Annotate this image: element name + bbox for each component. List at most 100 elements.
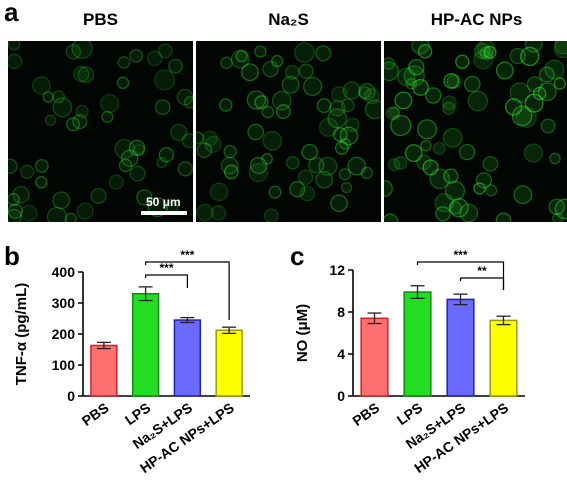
cell: [394, 91, 413, 110]
cell: [342, 81, 361, 100]
cell: [308, 156, 325, 174]
cell: [537, 82, 557, 102]
cell: [340, 181, 353, 194]
cell: [170, 123, 188, 142]
cell: [254, 95, 269, 110]
cell: [285, 156, 300, 170]
scale-bar: [141, 211, 187, 215]
cell: [262, 130, 283, 151]
cell: [520, 46, 540, 67]
y-tick-label: 8: [337, 304, 345, 320]
y-tick-label: 100: [52, 357, 76, 373]
cell: [524, 93, 544, 113]
cell: [117, 56, 131, 69]
cell: [526, 76, 543, 93]
cell: [240, 63, 259, 82]
x-tick-label: LPS: [394, 399, 425, 428]
cell: [429, 168, 451, 190]
cell: [302, 76, 323, 97]
significance-label: **: [477, 264, 487, 278]
cell: [329, 99, 346, 117]
cell: [268, 185, 282, 199]
cell: [72, 114, 88, 130]
cell: [154, 69, 176, 91]
cell: [467, 90, 489, 112]
cell: [485, 184, 498, 197]
cell: [52, 97, 73, 118]
cell: [158, 147, 175, 163]
cell: [483, 45, 497, 59]
cell: [504, 98, 523, 116]
cell: [449, 198, 469, 218]
cell: [363, 87, 381, 105]
cell: [271, 54, 284, 68]
cell: [114, 138, 135, 160]
cell: [181, 133, 193, 149]
cell: [156, 156, 168, 169]
cell: [248, 162, 269, 183]
cell: [339, 137, 352, 150]
bar: [446, 298, 475, 397]
cell: [8, 208, 22, 222]
cell: [44, 114, 57, 127]
micrograph-title-na2s: Na₂S: [268, 10, 309, 29]
cell: [220, 156, 239, 175]
cell: [75, 104, 89, 119]
cell: [358, 82, 376, 101]
cell: [209, 182, 229, 202]
cell: [129, 49, 143, 63]
cell: [90, 187, 107, 204]
cell: [196, 142, 213, 159]
cell: [32, 76, 51, 95]
cell: [201, 130, 218, 147]
cell: [554, 41, 567, 55]
cell: [345, 117, 360, 133]
cell: [482, 155, 499, 172]
cell: [513, 185, 533, 205]
cell: [8, 203, 23, 219]
cell: [511, 105, 533, 127]
x-tick-label: PBS: [79, 399, 112, 429]
cell: [442, 127, 463, 148]
cell: [441, 95, 457, 111]
cell: [65, 43, 82, 60]
cell: [397, 67, 416, 87]
y-tick-label: 4: [337, 346, 345, 362]
cell: [101, 110, 114, 123]
cell: [157, 43, 173, 59]
significance-bracket: [145, 274, 188, 288]
y-tick-label: 400: [52, 264, 76, 280]
cell: [340, 98, 355, 113]
cell: [509, 82, 531, 104]
cell: [66, 117, 81, 132]
significance-label: ***: [159, 261, 173, 275]
y-tick-label: 12: [329, 262, 345, 278]
cell: [230, 49, 250, 69]
cell: [384, 213, 399, 222]
cell: [20, 164, 35, 179]
cell: [176, 88, 193, 106]
cell: [553, 41, 567, 59]
cell: [417, 119, 438, 140]
cell: [532, 86, 547, 101]
cell: [210, 205, 227, 221]
cell: [393, 156, 408, 170]
micrograph-pbs: 50 μm: [8, 41, 193, 222]
cell: [347, 156, 367, 176]
bar: [403, 291, 432, 397]
cell: [446, 74, 462, 89]
cell: [384, 61, 400, 82]
bar: [215, 329, 243, 397]
cell: [448, 201, 463, 215]
cell: [196, 203, 214, 222]
cell: [554, 198, 567, 220]
bar: [90, 344, 118, 397]
cell: [388, 106, 400, 119]
cell: [254, 45, 267, 58]
cell: [8, 193, 21, 207]
cell: [196, 131, 205, 145]
cell: [183, 96, 193, 109]
cell: [20, 204, 38, 222]
panel-label-b: b: [4, 241, 20, 271]
cell: [358, 86, 372, 99]
